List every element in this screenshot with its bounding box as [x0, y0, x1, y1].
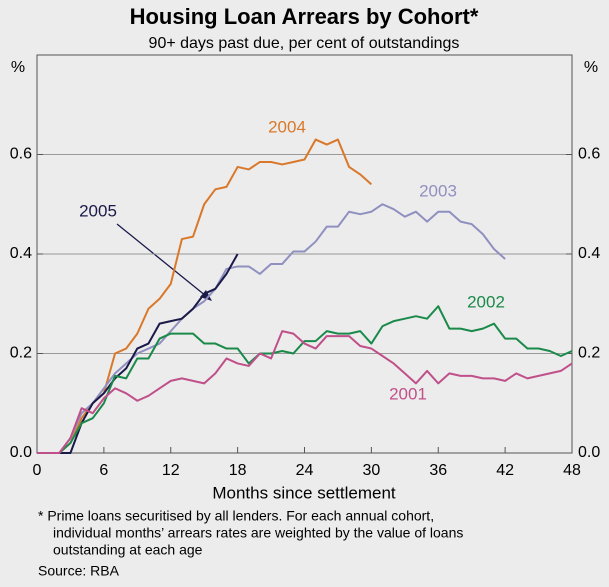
x-tick-label: 18 [229, 462, 247, 479]
footnote: * Prime loans securitised by all lenders… [38, 508, 434, 524]
x-tick-label: 6 [99, 462, 108, 479]
y2-tick-label: 0.2 [578, 345, 600, 362]
chart-subtitle: 90+ days past due, per cent of outstandi… [149, 35, 460, 52]
series-label: 2005 [79, 201, 117, 220]
series-line [37, 203, 506, 454]
series-label: 2001 [389, 384, 427, 403]
y-unit: % [11, 59, 25, 76]
series-line [37, 253, 239, 454]
x-tick-label: 48 [563, 462, 581, 479]
footnote: outstanding at each age [53, 542, 203, 558]
annotation-arrowhead [200, 290, 212, 301]
source: Source: RBA [38, 563, 120, 579]
x-axis-label: Months since settlement [212, 483, 396, 502]
series-label: 2003 [419, 181, 457, 200]
chart-title: Housing Loan Arrears by Cohort* [130, 4, 479, 29]
y-tick-label: 0.0 [10, 444, 32, 461]
y2-unit: % [584, 59, 598, 76]
y-tick-label: 0.2 [10, 345, 32, 362]
annotation-arrow [116, 223, 207, 297]
series-line [37, 305, 573, 454]
x-tick-label: 30 [362, 462, 380, 479]
x-tick-label: 24 [296, 462, 314, 479]
footnote: individual months’ arrears rates are wei… [53, 525, 463, 541]
y2-tick-label: 0.0 [578, 444, 600, 461]
x-tick-label: 36 [429, 462, 447, 479]
x-tick-label: 0 [33, 462, 42, 479]
x-tick-label: 42 [496, 462, 514, 479]
y2-tick-label: 0.4 [578, 245, 600, 262]
y-tick-label: 0.6 [10, 146, 32, 163]
series-label: 2002 [467, 292, 505, 311]
series-label: 2004 [268, 117, 306, 136]
y2-tick-label: 0.6 [578, 146, 600, 163]
x-tick-label: 12 [162, 462, 180, 479]
y-tick-label: 0.4 [10, 245, 32, 262]
series-line [37, 330, 573, 454]
